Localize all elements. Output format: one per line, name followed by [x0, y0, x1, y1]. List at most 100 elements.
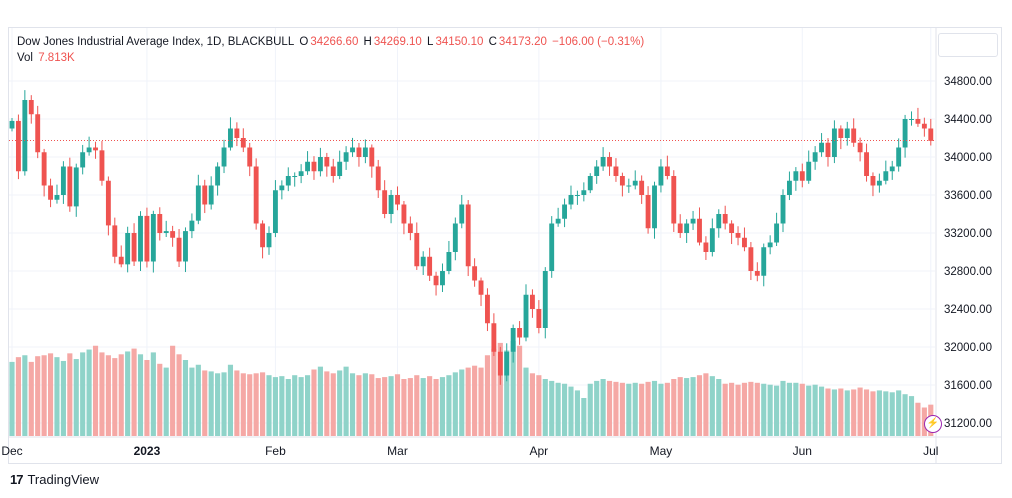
volume-bar-118 — [767, 384, 773, 436]
symbol-legend: Dow Jones Industrial Average Index, 1D, … — [17, 36, 646, 48]
candle-body-72 — [472, 266, 478, 281]
volume-bar-125 — [812, 384, 818, 436]
candle-body-101 — [658, 166, 664, 186]
candle-body-97 — [632, 180, 638, 186]
candle-body-92 — [600, 157, 606, 167]
candle-body-74 — [485, 294, 490, 324]
volume-bar-51 — [337, 370, 343, 436]
volume-bar-8 — [60, 360, 66, 436]
volume-bar-24 — [163, 367, 169, 436]
candle-body-139 — [902, 119, 908, 148]
candle-body-53 — [350, 147, 355, 153]
volume-bar-47 — [311, 369, 317, 436]
volume-bar-109 — [709, 376, 715, 436]
candle-body-108 — [703, 242, 709, 252]
change-value: −106.00 (−0.31%) — [552, 36, 645, 48]
candle-body-58 — [382, 190, 388, 214]
volume-bar-134 — [870, 391, 876, 436]
volume-bar-96 — [626, 383, 632, 436]
volume-bar-48 — [317, 366, 323, 436]
volume-label[interactable]: Vol — [17, 52, 33, 64]
candle-body-127 — [825, 142, 831, 157]
symbol-title[interactable]: Dow Jones Industrial Average Index, 1D, … — [17, 36, 295, 48]
y-tick-label-8: 31600.00 — [944, 380, 992, 392]
volume-bar-50 — [330, 373, 336, 436]
candle-body-26 — [176, 237, 182, 262]
volume-bar-23 — [157, 363, 163, 436]
x-tick-label-1: 2023 — [134, 444, 161, 458]
candle-body-134 — [870, 176, 876, 186]
volume-bar-77 — [504, 350, 510, 436]
open-label: O — [299, 36, 309, 48]
y-tick-label-0: 34800.00 — [944, 76, 992, 88]
y-tick-label-5: 32800.00 — [944, 266, 992, 278]
candle-body-82 — [536, 309, 542, 328]
candle-body-70 — [459, 204, 465, 224]
volume-bar-45 — [298, 377, 304, 436]
volume-bar-83 — [542, 379, 548, 436]
tradingview-brand[interactable]: 17 TradingView — [10, 472, 99, 487]
volume-bar-112 — [729, 382, 735, 436]
lightning-icon[interactable]: ⚡ — [924, 415, 942, 433]
candle-body-73 — [478, 280, 484, 295]
volume-bar-136 — [883, 391, 889, 436]
volume-bar-53 — [349, 373, 356, 436]
volume-bar-1 — [15, 357, 21, 436]
x-tick-label-5: May — [650, 444, 673, 458]
candle-body-86 — [562, 204, 567, 219]
candle-body-60 — [395, 195, 400, 205]
candle-body-30 — [202, 185, 208, 205]
volume-bar-18 — [125, 351, 131, 436]
candle-body-102 — [664, 166, 670, 176]
volume-bar-34 — [227, 364, 234, 436]
candle-body-122 — [793, 171, 799, 181]
volume-bar-76 — [497, 342, 503, 436]
candle-body-57 — [375, 166, 381, 191]
volume-bar-99 — [645, 381, 651, 436]
candle-body-76 — [497, 351, 503, 376]
volume-bar-30 — [202, 370, 208, 436]
volume-bar-56 — [369, 374, 375, 436]
candle-body-143 — [928, 128, 934, 141]
volume-bar-123 — [799, 383, 805, 436]
candle-body-16 — [112, 225, 118, 257]
candle-body-124 — [806, 161, 812, 181]
volume-bar-25 — [170, 345, 176, 436]
candle-body-50 — [330, 166, 336, 176]
candle-body-41 — [272, 190, 278, 233]
volume-bar-122 — [793, 382, 799, 436]
volume-bar-93 — [606, 380, 613, 436]
candle-body-2 — [22, 100, 28, 172]
candle-body-42 — [279, 185, 285, 191]
x-tick-label-0: Dec — [1, 444, 22, 458]
volume-bar-42 — [279, 376, 285, 436]
volume-bar-19 — [131, 348, 137, 436]
y-tick-label-4: 33200.00 — [944, 228, 992, 240]
volume-bar-11 — [80, 352, 86, 436]
volume-bar-137 — [889, 392, 895, 436]
candle-body-54 — [356, 147, 362, 157]
candle-body-93 — [607, 157, 612, 167]
volume-bar-127 — [825, 388, 831, 436]
candle-body-59 — [388, 195, 394, 214]
volume-bar-108 — [703, 373, 709, 436]
candle-body-68 — [446, 252, 452, 271]
low-label: L — [427, 36, 434, 48]
candle-body-11 — [80, 152, 86, 168]
candle-body-96 — [626, 185, 632, 187]
y-tick-label-3: 33600.00 — [944, 190, 992, 202]
volume-bar-66 — [433, 379, 439, 436]
candle-body-128 — [831, 128, 837, 157]
low-value: 34150.10 — [435, 36, 484, 48]
volume-bar-98 — [639, 383, 645, 436]
price-scale-corner[interactable] — [938, 33, 998, 57]
volume-bar-126 — [818, 386, 825, 436]
volume-bar-84 — [549, 380, 555, 436]
candle-body-62 — [407, 223, 413, 233]
candle-body-83 — [542, 271, 548, 328]
volume-bar-94 — [613, 381, 619, 436]
candle-body-133 — [864, 152, 869, 176]
candle-body-136 — [883, 171, 889, 181]
candle-body-132 — [857, 142, 863, 153]
